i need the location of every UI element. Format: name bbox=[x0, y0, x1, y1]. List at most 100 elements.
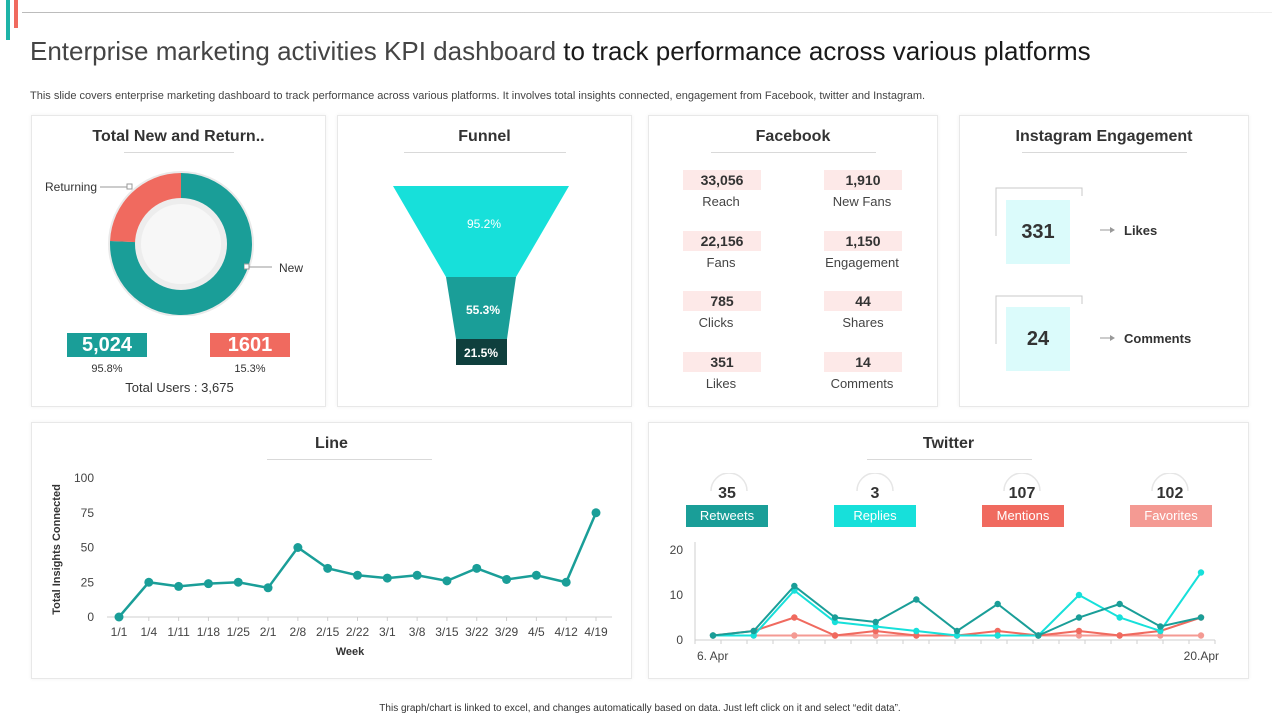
twitter-point-mentions bbox=[994, 627, 1001, 635]
twitter-point-retweets bbox=[1197, 614, 1205, 621]
line-y-tick-label: 100 bbox=[74, 471, 94, 485]
total-users: Total Users : 3,675 bbox=[125, 380, 234, 395]
fb-clicks-label: Clicks bbox=[698, 315, 734, 330]
twitter-mentions-pill: Mentions bbox=[982, 505, 1064, 527]
instagram-card: Instagram Engagement 331 Likes 24 Commen… bbox=[959, 115, 1249, 407]
twitter-series-replies bbox=[713, 571, 1202, 637]
funnel-stage-2-label: 55.3% bbox=[466, 303, 500, 317]
twitter-point-mentions bbox=[1075, 627, 1083, 635]
card-title-underline bbox=[267, 459, 432, 460]
fb-shares-value: 44 bbox=[824, 291, 902, 311]
card-title-underline bbox=[404, 152, 566, 153]
twitter-point-replies bbox=[1197, 569, 1205, 576]
twitter-point-replies bbox=[1157, 627, 1164, 635]
line-chart[interactable]: 0 25 50 75 100 1/1 1/4 1/11 1/18 1/25 2/1 2/8 2/15 2/… bbox=[32, 463, 632, 678]
line-x-tick-label: 1/25 bbox=[227, 625, 251, 639]
twitter-point-retweets bbox=[1075, 614, 1083, 621]
line-point bbox=[531, 570, 541, 580]
funnel-stage-3-label: 21.5% bbox=[464, 346, 498, 360]
twitter-retweets-count: 35 bbox=[718, 485, 736, 502]
fb-comments-label: Comments bbox=[830, 376, 894, 391]
twitter-point-retweets bbox=[994, 600, 1001, 608]
page-title-part1: Enterprise marketing activities KPI dash… bbox=[30, 36, 557, 66]
line-card-title: Line bbox=[315, 435, 348, 452]
fb-new-fans-value: 1,910 bbox=[824, 170, 902, 190]
instagram-brackets bbox=[995, 187, 1115, 344]
line-point bbox=[382, 573, 392, 583]
fb-engagement-value: 1,150 bbox=[824, 231, 902, 251]
twitter-point-retweets bbox=[1035, 632, 1042, 639]
line-x-tick-label: 4/12 bbox=[555, 625, 579, 639]
line-x-tick-label: 1/1 bbox=[111, 625, 128, 639]
page-subtitle: This slide covers enterprise marketing d… bbox=[30, 90, 926, 102]
twitter-point-retweets bbox=[791, 582, 798, 590]
line-point bbox=[174, 581, 184, 591]
new-users-value: 5,024 bbox=[67, 333, 147, 357]
page-title: Enterprise marketing activities KPI dash… bbox=[30, 36, 1091, 67]
twitter-chart[interactable]: 0 10 20 6. Apr 20.Apr bbox=[649, 538, 1249, 678]
line-y-tick-label: 50 bbox=[81, 541, 95, 555]
accent-bar-teal bbox=[6, 0, 10, 40]
line-point bbox=[233, 577, 243, 587]
funnel-stage-3 bbox=[456, 339, 507, 365]
twitter-point-retweets bbox=[831, 614, 839, 621]
line-x-tick-label: 2/1 bbox=[260, 625, 277, 639]
card-title-underline bbox=[124, 152, 234, 153]
twitter-point-favorites bbox=[872, 632, 879, 639]
returning-connector bbox=[100, 183, 133, 190]
line-y-tick-label: 25 bbox=[81, 575, 95, 589]
twitter-point-favorites bbox=[791, 632, 798, 639]
new-connector bbox=[244, 263, 272, 270]
line-x-tick-label: 3/1 bbox=[379, 625, 396, 639]
instagram-card-title: Instagram Engagement bbox=[1015, 128, 1193, 145]
line-y-tick-label: 75 bbox=[81, 506, 95, 520]
new-label: New bbox=[279, 261, 304, 275]
funnel-card-title: Funnel bbox=[458, 128, 511, 145]
line-x-tick-label: 1/11 bbox=[167, 625, 190, 639]
twitter-point-replies bbox=[953, 632, 961, 639]
twitter-point-retweets bbox=[872, 618, 879, 626]
twitter-x-end-label: 20.Apr bbox=[1184, 649, 1219, 663]
fb-engagement-label: Engagement bbox=[825, 255, 899, 270]
funnel-chart[interactable]: 95.2% 55.3% 21.5% bbox=[392, 184, 572, 366]
top-rule bbox=[22, 12, 1272, 13]
twitter-y-tick-label: 10 bbox=[670, 588, 684, 602]
twitter-retweets-pill: Retweets bbox=[686, 505, 768, 527]
line-point bbox=[293, 543, 303, 552]
line-x-tick-label: 2/15 bbox=[316, 625, 340, 639]
twitter-x-start-label: 6. Apr bbox=[697, 649, 728, 663]
twitter-point-mentions bbox=[913, 632, 920, 639]
fb-likes-value: 351 bbox=[683, 352, 761, 372]
twitter-count-rings bbox=[710, 473, 1189, 492]
returning-label: Returning bbox=[45, 180, 98, 194]
twitter-point-replies bbox=[831, 618, 839, 626]
twitter-point-retweets bbox=[750, 627, 757, 635]
line-card: Line 0 25 50 75 100 1/1 1/4 1/11 1/18 1/25 2/1 2/8 2… bbox=[31, 422, 632, 679]
twitter-point-mentions bbox=[831, 632, 839, 639]
line-x-tick-label: 2/22 bbox=[346, 625, 370, 639]
card-title-underline bbox=[711, 152, 876, 153]
fb-clicks-value: 785 bbox=[683, 291, 761, 311]
fb-likes-label: Likes bbox=[705, 376, 737, 391]
line-x-tick-label: 4/5 bbox=[528, 625, 545, 639]
page-title-part2: to track performance across various plat… bbox=[556, 36, 1091, 66]
line-x-tick-label: 3/8 bbox=[409, 625, 426, 639]
twitter-y-tick-label: 0 bbox=[676, 633, 683, 647]
line-x-tick-label: 3/15 bbox=[435, 625, 459, 639]
instagram-likes-label: Likes bbox=[1124, 223, 1158, 238]
donut-hole-inner bbox=[141, 204, 221, 284]
twitter-point-retweets bbox=[1116, 600, 1123, 608]
instagram-comments-value: 24 bbox=[1006, 307, 1070, 371]
donut-chart[interactable] bbox=[92, 166, 272, 316]
twitter-card-title: Twitter bbox=[922, 435, 975, 452]
funnel-stage-1 bbox=[393, 186, 569, 277]
line-x-tick-label: 2/8 bbox=[290, 625, 307, 639]
returning-users-value: 1601 bbox=[210, 333, 290, 357]
line-point bbox=[144, 577, 154, 587]
twitter-point-retweets bbox=[913, 596, 920, 603]
fb-fans-label: Fans bbox=[706, 255, 736, 270]
line-y-axis-label: Total Insights Connected bbox=[51, 484, 63, 615]
line-x-tick-label: 1/4 bbox=[140, 625, 157, 639]
twitter-point-retweets bbox=[1157, 623, 1164, 630]
line-x-tick-label: 3/29 bbox=[495, 625, 519, 639]
